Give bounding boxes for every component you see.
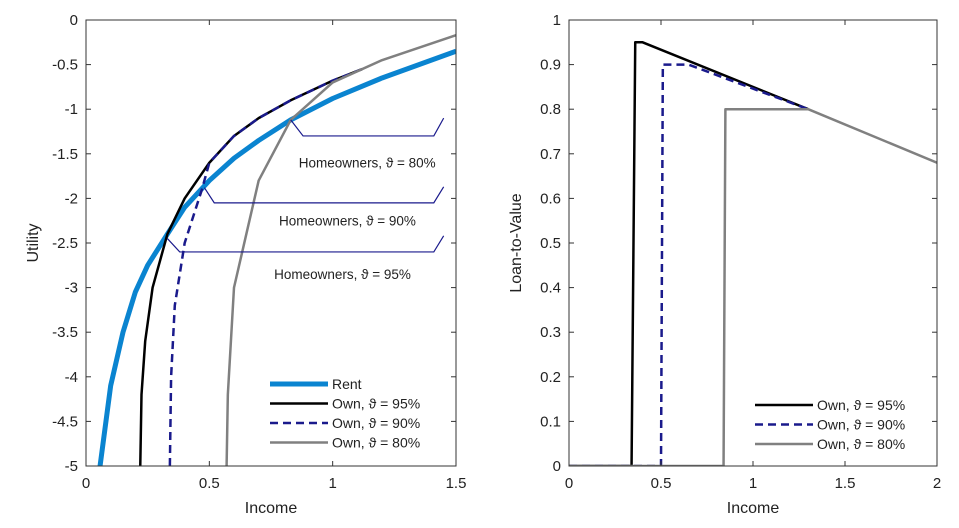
y-tick-label: -2.5 xyxy=(52,235,78,252)
y-tick-label: 0.4 xyxy=(540,280,561,297)
x-tick-label: 1 xyxy=(328,475,336,492)
y-tick-label: 0.9 xyxy=(540,57,561,74)
annotation-label-2: Homeowners, ϑ = 95% xyxy=(274,267,411,282)
x-tick-label: 0.5 xyxy=(199,475,220,492)
y-tick-label: 1 xyxy=(553,12,561,29)
legend-label: Own, ϑ = 80% xyxy=(332,435,420,451)
y-tick-label: 0.6 xyxy=(540,190,561,207)
series-line-0 xyxy=(569,41,809,466)
legend-label: Own, ϑ = 80% xyxy=(817,436,905,452)
legend-label: Own, ϑ = 90% xyxy=(332,415,420,431)
annotation-line-1 xyxy=(203,186,445,204)
y-tick-label: -3.5 xyxy=(52,324,78,341)
x-tick-label: 2 xyxy=(933,475,941,492)
x-tick-label: 1.5 xyxy=(446,475,467,492)
annotation-line-2 xyxy=(166,235,445,253)
legend-label: Own, ϑ = 90% xyxy=(817,417,905,433)
legend-label: Own, ϑ = 95% xyxy=(332,396,420,412)
y-tick-label: 0 xyxy=(70,12,78,29)
y-tick-label: -1.5 xyxy=(52,146,78,163)
annotation-label-0: Homeowners, ϑ = 80% xyxy=(299,156,436,171)
y-axis-label: Utility xyxy=(25,223,42,262)
series-line-2 xyxy=(168,67,363,466)
y-tick-label: 0.8 xyxy=(540,101,561,118)
annotation-label-1: Homeowners, ϑ = 90% xyxy=(279,214,416,229)
x-tick-label: 0.5 xyxy=(651,475,672,492)
x-tick-label: 1.5 xyxy=(835,475,856,492)
y-tick-label: -2 xyxy=(65,190,78,207)
legend-label: Rent xyxy=(332,376,362,392)
x-tick-label: 1 xyxy=(749,475,757,492)
series-line-2 xyxy=(569,107,937,466)
annotation-line-0 xyxy=(290,117,445,137)
y-tick-label: 0.3 xyxy=(540,324,561,341)
y-tick-label: -4.5 xyxy=(52,413,78,430)
y-tick-label: -1 xyxy=(65,101,78,118)
series-line-1 xyxy=(569,63,809,466)
x-axis-label: Income xyxy=(727,500,780,517)
y-tick-label: 0.5 xyxy=(540,235,561,252)
y-tick-label: 0.2 xyxy=(540,369,561,386)
legend-label: Own, ϑ = 95% xyxy=(817,397,905,413)
y-tick-label: 0 xyxy=(553,458,561,475)
y-tick-label: -5 xyxy=(65,458,78,475)
y-tick-label: 0.7 xyxy=(540,146,561,163)
y-tick-label: -4 xyxy=(65,369,78,386)
y-tick-label: -3 xyxy=(65,280,78,297)
y-tick-label: -0.5 xyxy=(52,57,78,74)
series-line-3 xyxy=(225,33,456,466)
chart-1: Homeowners, ϑ = 80% Homeowners, ϑ = 90% Ho… xyxy=(25,12,466,517)
chart-2: 0 0.5 1 1.5 2 0 0.1 0.2 0.3 0.4 0.5 0.6 0.7 0.8 0.9 1 In… xyxy=(508,12,941,517)
y-tick-label: 0.1 xyxy=(540,413,561,430)
series-line-0 xyxy=(97,48,456,466)
x-tick-label: 0 xyxy=(565,475,573,492)
x-axis-label: Income xyxy=(245,500,298,517)
x-tick-label: 0 xyxy=(82,475,90,492)
y-axis-label: Loan-to-Value xyxy=(508,193,525,292)
